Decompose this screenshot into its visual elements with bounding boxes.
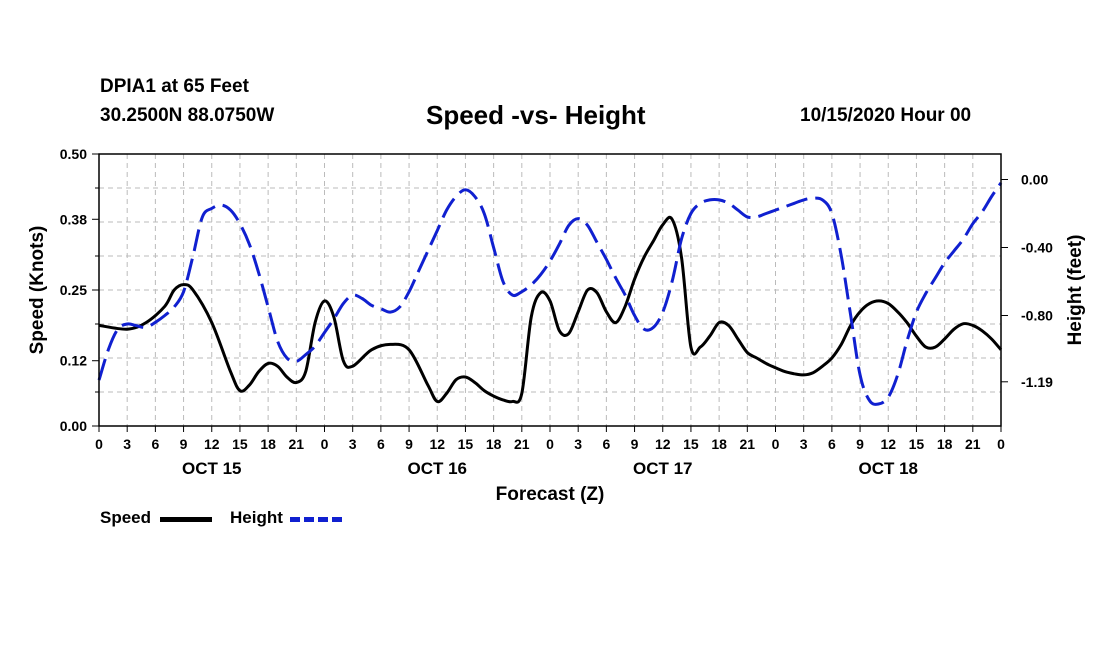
y2-tick-label: -1.19 xyxy=(1021,374,1053,390)
x-tick-label: 21 xyxy=(514,436,530,452)
x-tick-label: 0 xyxy=(772,436,780,452)
date-label: OCT 15 xyxy=(182,459,242,478)
x-tick-label: 15 xyxy=(909,436,925,452)
axes: 0 3 6 9 12 15 18 21 0 3 6 9 12 15 18 21 0 3 6 9 12 15 18 21 0 3 6 9… xyxy=(60,146,1053,478)
datetime-label: 10/15/2020 Hour 00 xyxy=(800,105,972,126)
x-tick-label: 18 xyxy=(486,436,502,452)
y2-tick-label: 0.00 xyxy=(1021,172,1048,188)
x-tick-label: 9 xyxy=(405,436,413,452)
height-line xyxy=(97,182,1003,406)
x-tick-label: 0 xyxy=(95,436,103,452)
x-tick-label: 21 xyxy=(740,436,756,452)
y-tick-label: 0.25 xyxy=(60,282,87,298)
x-tick-label: 18 xyxy=(937,436,953,452)
x-tick-label: 12 xyxy=(880,436,896,452)
y-tick-label: 0.38 xyxy=(60,211,87,227)
x-tick-label: 0 xyxy=(546,436,554,452)
date-label: OCT 16 xyxy=(407,459,467,478)
legend-height-label: Height xyxy=(230,508,283,527)
y-tick-label: 0.12 xyxy=(60,353,87,369)
x-tick-label: 6 xyxy=(377,436,385,452)
x-tick-label: 9 xyxy=(180,436,188,452)
x-tick-label: 15 xyxy=(458,436,474,452)
date-label: OCT 17 xyxy=(633,459,693,478)
y-axis-label: Speed (Knots) xyxy=(27,226,48,355)
x-tick-label: 9 xyxy=(631,436,639,452)
x-tick-label: 3 xyxy=(123,436,131,452)
chart-title: Speed -vs- Height xyxy=(426,100,646,130)
x-tick-label: 18 xyxy=(711,436,727,452)
x-tick-label: 21 xyxy=(965,436,981,452)
date-label: OCT 18 xyxy=(858,459,918,478)
x-tick-label: 15 xyxy=(232,436,248,452)
x-tick-label: 6 xyxy=(151,436,159,452)
x-tick-label: 6 xyxy=(602,436,610,452)
grid xyxy=(99,154,1001,426)
x-tick-label: 3 xyxy=(349,436,357,452)
x-tick-label: 3 xyxy=(574,436,582,452)
x-tick-label: 12 xyxy=(204,436,220,452)
x-tick-label: 12 xyxy=(429,436,445,452)
legend-speed-line xyxy=(160,517,212,522)
legend-speed-label: Speed xyxy=(100,508,152,527)
x-axis-label: Forecast (Z) xyxy=(496,484,605,505)
x-tick-label: 0 xyxy=(321,436,329,452)
y-tick-label: 0.50 xyxy=(60,146,87,162)
station-label: DPIA1 at 65 Feet xyxy=(100,76,249,97)
x-tick-label: 12 xyxy=(655,436,671,452)
x-tick-label: 18 xyxy=(260,436,276,452)
legend-height-line xyxy=(290,517,342,522)
series-layer xyxy=(97,182,1003,406)
y2-tick-label: -0.40 xyxy=(1021,240,1053,256)
x-tick-label: 21 xyxy=(289,436,305,452)
y2-tick-label: -0.80 xyxy=(1021,308,1053,324)
y-tick-label: 0.00 xyxy=(60,418,87,434)
coordinates-label: 30.2500N 88.0750W xyxy=(100,105,275,126)
x-tick-label: 15 xyxy=(683,436,699,452)
speed-line xyxy=(98,215,1003,404)
x-tick-label: 9 xyxy=(856,436,864,452)
x-tick-label: 6 xyxy=(828,436,836,452)
x-tick-label: 3 xyxy=(800,436,808,452)
y2-axis-label: Height (feet) xyxy=(1065,235,1086,346)
x-tick-label: 0 xyxy=(997,436,1005,452)
